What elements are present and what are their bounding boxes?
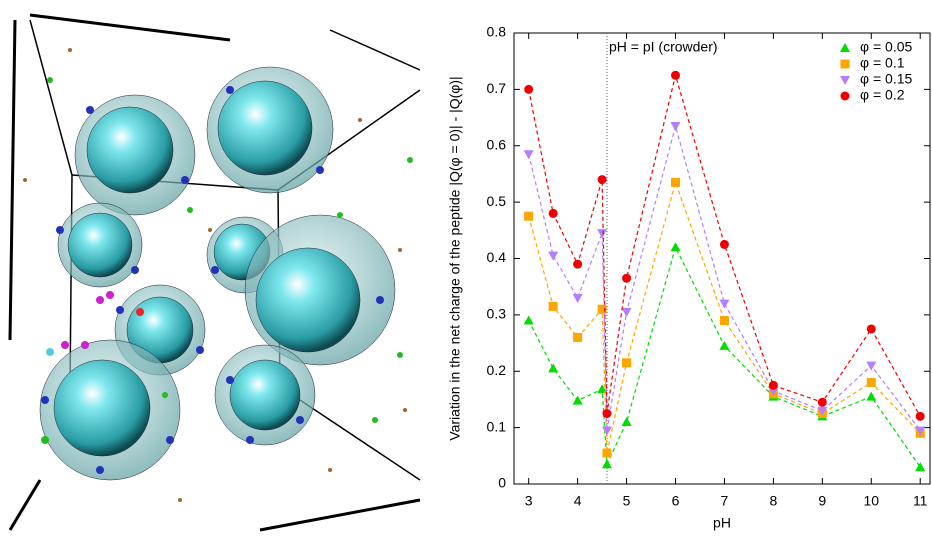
series-line: [528, 180, 921, 454]
marker: [548, 363, 559, 373]
y-tick-label: 0.4: [487, 249, 507, 265]
marker: [866, 361, 877, 371]
marker: [601, 459, 612, 469]
marker: [523, 315, 534, 325]
marker: [671, 177, 681, 187]
x-tick-label: 8: [769, 493, 777, 509]
x-tick-label: 10: [863, 493, 879, 509]
marker: [866, 378, 876, 388]
marker: [597, 229, 608, 239]
y-tick-label: 0.2: [487, 362, 507, 378]
annotation: pH = pI (crowder): [609, 39, 718, 55]
marker: [548, 301, 558, 311]
marker: [915, 462, 926, 472]
x-tick-label: 7: [721, 493, 729, 509]
legend-label: φ = 0.2: [860, 87, 905, 103]
simulation-render: [8, 13, 421, 532]
y-tick-label: 0.7: [487, 80, 507, 96]
marker: [602, 409, 612, 419]
marker: [601, 426, 612, 436]
marker: [548, 251, 559, 261]
marker: [622, 273, 632, 283]
y-tick-label: 0.1: [487, 418, 507, 434]
marker: [719, 316, 729, 326]
marker: [621, 416, 632, 426]
series-line: [528, 123, 921, 431]
y-tick-label: 0.6: [487, 136, 507, 152]
marker: [572, 395, 583, 405]
x-tick-label: 3: [525, 493, 533, 509]
legend-marker: [840, 43, 850, 52]
y-tick-label: 0.5: [487, 193, 507, 209]
marker: [572, 293, 583, 303]
y-tick-label: 0: [498, 475, 506, 491]
x-tick-label: 9: [818, 493, 826, 509]
marker: [573, 332, 583, 342]
marker: [548, 208, 558, 218]
series-line: [528, 72, 921, 417]
marker: [670, 122, 681, 132]
marker: [768, 386, 779, 396]
marker: [719, 299, 730, 309]
legend-marker: [840, 91, 850, 101]
legend-label: φ = 0.15: [860, 71, 912, 87]
legend-label: φ = 0.1: [860, 55, 905, 71]
marker: [621, 308, 632, 318]
legend-label: φ = 0.05: [860, 39, 912, 55]
x-tick-label: 6: [672, 493, 680, 509]
marker: [817, 406, 828, 416]
legend-marker: [840, 59, 850, 69]
marker: [866, 391, 877, 401]
marker: [524, 84, 534, 94]
x-tick-label: 11: [913, 493, 928, 509]
marker: [597, 175, 607, 185]
marker: [671, 70, 681, 80]
legend-marker: [840, 76, 850, 85]
series-line: [528, 245, 921, 468]
marker: [817, 397, 827, 407]
marker: [768, 380, 778, 390]
marker: [597, 304, 607, 314]
x-tick-label: 4: [574, 493, 582, 509]
x-axis-label: pH: [713, 515, 731, 531]
x-tick-label: 5: [623, 493, 631, 509]
marker: [915, 411, 925, 421]
marker: [622, 358, 632, 368]
marker: [524, 211, 534, 221]
y-axis-label: Variation in the net charge of the pepti…: [447, 76, 463, 440]
marker: [523, 150, 534, 160]
marker: [670, 242, 681, 252]
marker: [573, 259, 583, 269]
y-tick-label: 0.3: [487, 306, 507, 322]
marker: [866, 324, 876, 334]
y-tick-label: 0.8: [487, 24, 507, 40]
chart: 0 0.1 0.2 0.3 0.4 0.5 0.6 0.7 0.8 3 4 5 6 7 8 9 10 11 pH Va…: [447, 24, 931, 531]
marker: [602, 448, 612, 458]
marker: [719, 239, 729, 249]
marker: [915, 426, 926, 436]
marker: [719, 340, 730, 350]
